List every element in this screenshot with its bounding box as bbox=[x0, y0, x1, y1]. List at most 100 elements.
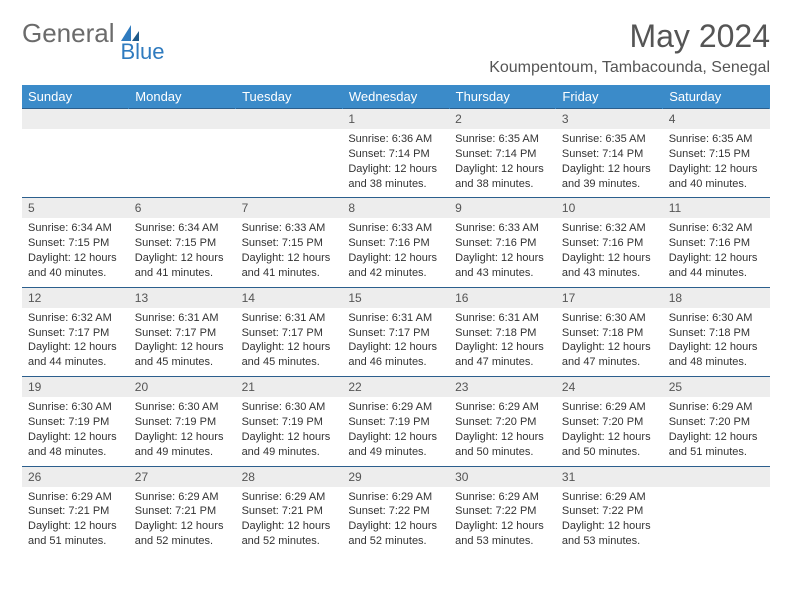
week-number-row: 567891011 bbox=[22, 198, 770, 219]
sunrise-value: 6:36 AM bbox=[392, 133, 432, 145]
sunrise-label: Sunrise: bbox=[669, 401, 712, 413]
daylight-label: Daylight: bbox=[455, 341, 501, 353]
week-number-row: 1234 bbox=[22, 109, 770, 130]
sunset-label: Sunset: bbox=[455, 327, 495, 339]
day-details: Sunrise: 6:34 AMSunset: 7:15 PMDaylight:… bbox=[129, 218, 236, 286]
sunrise-label: Sunrise: bbox=[135, 401, 178, 413]
day-number-cell: 8 bbox=[342, 198, 449, 219]
sunrise-value: 6:35 AM bbox=[712, 133, 752, 145]
day-number-cell: 16 bbox=[449, 287, 556, 308]
sunset-label: Sunset: bbox=[242, 237, 282, 249]
sunset-value: 7:15 PM bbox=[68, 237, 109, 249]
daylight-label: Daylight: bbox=[135, 431, 181, 443]
day-details: Sunrise: 6:32 AMSunset: 7:16 PMDaylight:… bbox=[663, 218, 770, 286]
sunrise-label: Sunrise: bbox=[669, 133, 712, 145]
sunrise-value: 6:35 AM bbox=[605, 133, 645, 145]
day-details-cell: Sunrise: 6:31 AMSunset: 7:17 PMDaylight:… bbox=[129, 308, 236, 377]
sunrise-value: 6:31 AM bbox=[285, 312, 325, 324]
day-details: Sunrise: 6:29 AMSunset: 7:20 PMDaylight:… bbox=[449, 397, 556, 465]
day-details-cell: Sunrise: 6:32 AMSunset: 7:17 PMDaylight:… bbox=[22, 308, 129, 377]
day-header: Sunday bbox=[22, 85, 129, 109]
day-details-cell: Sunrise: 6:36 AMSunset: 7:14 PMDaylight:… bbox=[342, 129, 449, 198]
sunset-value: 7:22 PM bbox=[495, 505, 536, 517]
day-details-cell: Sunrise: 6:35 AMSunset: 7:14 PMDaylight:… bbox=[449, 129, 556, 198]
daylight-label: Daylight: bbox=[28, 341, 74, 353]
sunrise-value: 6:33 AM bbox=[499, 222, 539, 234]
page-header: General Blue May 2024 Koumpentoum, Tamba… bbox=[22, 18, 770, 77]
sunset-value: 7:21 PM bbox=[68, 505, 109, 517]
day-details: Sunrise: 6:29 AMSunset: 7:21 PMDaylight:… bbox=[129, 487, 236, 555]
day-details: Sunrise: 6:32 AMSunset: 7:17 PMDaylight:… bbox=[22, 308, 129, 376]
day-details-cell bbox=[22, 129, 129, 198]
sunrise-label: Sunrise: bbox=[562, 401, 605, 413]
daylight-label: Daylight: bbox=[455, 520, 501, 532]
day-details: Sunrise: 6:30 AMSunset: 7:19 PMDaylight:… bbox=[22, 397, 129, 465]
day-header: Thursday bbox=[449, 85, 556, 109]
sunset-value: 7:17 PM bbox=[175, 327, 216, 339]
day-details: Sunrise: 6:32 AMSunset: 7:16 PMDaylight:… bbox=[556, 218, 663, 286]
daylight-label: Daylight: bbox=[669, 163, 715, 175]
day-details: Sunrise: 6:30 AMSunset: 7:18 PMDaylight:… bbox=[663, 308, 770, 376]
day-number-cell: 6 bbox=[129, 198, 236, 219]
daylight-label: Daylight: bbox=[242, 431, 288, 443]
daylight-label: Daylight: bbox=[562, 431, 608, 443]
sunrise-value: 6:34 AM bbox=[178, 222, 218, 234]
day-number-cell bbox=[22, 109, 129, 130]
daylight-label: Daylight: bbox=[562, 163, 608, 175]
day-details-cell: Sunrise: 6:30 AMSunset: 7:19 PMDaylight:… bbox=[22, 397, 129, 466]
sunrise-value: 6:32 AM bbox=[605, 222, 645, 234]
day-details-cell: Sunrise: 6:31 AMSunset: 7:17 PMDaylight:… bbox=[236, 308, 343, 377]
daylight-label: Daylight: bbox=[135, 520, 181, 532]
day-number-cell: 26 bbox=[22, 466, 129, 487]
sunset-label: Sunset: bbox=[28, 416, 68, 428]
day-header: Tuesday bbox=[236, 85, 343, 109]
day-number-cell: 4 bbox=[663, 109, 770, 130]
day-number-cell: 29 bbox=[342, 466, 449, 487]
sunset-label: Sunset: bbox=[562, 416, 602, 428]
day-number-cell: 1 bbox=[342, 109, 449, 130]
daylight-label: Daylight: bbox=[348, 341, 394, 353]
sunrise-label: Sunrise: bbox=[455, 312, 498, 324]
day-number-cell: 7 bbox=[236, 198, 343, 219]
sunrise-value: 6:29 AM bbox=[499, 401, 539, 413]
daylight-label: Daylight: bbox=[135, 341, 181, 353]
day-details-cell: Sunrise: 6:31 AMSunset: 7:18 PMDaylight:… bbox=[449, 308, 556, 377]
day-details: Sunrise: 6:29 AMSunset: 7:22 PMDaylight:… bbox=[556, 487, 663, 555]
day-details-cell: Sunrise: 6:29 AMSunset: 7:22 PMDaylight:… bbox=[556, 487, 663, 555]
day-number-cell: 14 bbox=[236, 287, 343, 308]
sunset-label: Sunset: bbox=[242, 505, 282, 517]
day-details-cell bbox=[236, 129, 343, 198]
sunset-label: Sunset: bbox=[669, 327, 709, 339]
day-number-cell bbox=[663, 466, 770, 487]
day-details: Sunrise: 6:35 AMSunset: 7:14 PMDaylight:… bbox=[556, 129, 663, 197]
day-details: Sunrise: 6:31 AMSunset: 7:17 PMDaylight:… bbox=[342, 308, 449, 376]
sunset-value: 7:17 PM bbox=[68, 327, 109, 339]
daylight-label: Daylight: bbox=[455, 252, 501, 264]
sunrise-value: 6:30 AM bbox=[178, 401, 218, 413]
daylight-label: Daylight: bbox=[562, 341, 608, 353]
title-block: May 2024 Koumpentoum, Tambacounda, Seneg… bbox=[489, 18, 770, 77]
daylight-label: Daylight: bbox=[28, 252, 74, 264]
sunset-value: 7:18 PM bbox=[495, 327, 536, 339]
day-header-row: SundayMondayTuesdayWednesdayThursdayFrid… bbox=[22, 85, 770, 109]
week-details-row: Sunrise: 6:29 AM Sunset: 7:21 PM Daylight:… bbox=[22, 487, 770, 555]
sunset-label: Sunset: bbox=[455, 505, 495, 517]
sunset-value: 7:16 PM bbox=[602, 237, 643, 249]
sunset-value: 7:19 PM bbox=[389, 416, 430, 428]
day-details: Sunrise: 6:29 AMSunset: 7:22 PMDaylight:… bbox=[449, 487, 556, 555]
week-details-row: Sunrise: 6:32 AMSunset: 7:17 PMDaylight:… bbox=[22, 308, 770, 377]
week-number-row: 262728293031 bbox=[22, 466, 770, 487]
day-details-cell: Sunrise: 6:29 AMSunset: 7:20 PMDaylight:… bbox=[556, 397, 663, 466]
day-details-cell: Sunrise: 6:32 AMSunset: 7:16 PMDaylight:… bbox=[556, 218, 663, 287]
sunrise-value: 6:29 AM bbox=[392, 491, 432, 503]
sunrise-label: Sunrise: bbox=[562, 312, 605, 324]
sunrise-value: 6:29 AM bbox=[605, 401, 645, 413]
sunrise-label: Sunrise: bbox=[348, 133, 391, 145]
sunset-label: Sunset: bbox=[135, 416, 175, 428]
brand-logo: General Blue bbox=[22, 18, 187, 49]
month-title: May 2024 bbox=[489, 18, 770, 55]
day-details-cell: Sunrise: 6:29 AMSunset: 7:20 PMDaylight:… bbox=[449, 397, 556, 466]
sunset-value: 7:17 PM bbox=[389, 327, 430, 339]
week-number-row: 12131415161718 bbox=[22, 287, 770, 308]
sunrise-label: Sunrise: bbox=[135, 491, 178, 503]
